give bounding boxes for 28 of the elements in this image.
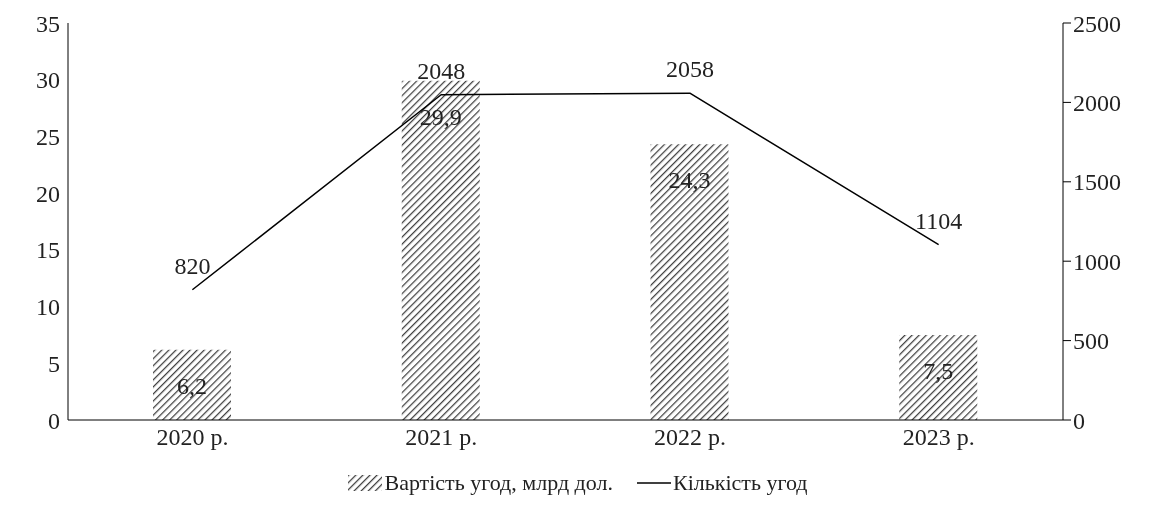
y-tick-label: 10 [36,294,60,321]
y-tick-label: 25 [36,123,60,150]
data-label: 2048 [417,57,466,84]
bar [650,144,729,420]
y-tick-label: 5 [48,350,60,377]
y-tick-label: 15 [36,237,60,264]
x-tick-label: 2022 р. [653,424,726,451]
data-label: 2058 [665,56,714,83]
x-tick-label: 2023 р. [902,424,975,451]
y2-tick-label: 1500 [1073,169,1121,196]
data-label: 820 [174,252,211,279]
y-tick-label: 0 [48,407,60,434]
y-tick-label: 30 [36,67,60,94]
y-tick-label: 20 [36,180,60,207]
data-label: 1104 [915,207,963,234]
bar [153,349,231,420]
bar [401,80,480,420]
legend-label: Кількість угод [672,470,808,496]
x-tick-label: 2020 р. [156,424,229,451]
y2-tick-label: 2500 [1073,10,1121,37]
y2-tick-label: 1000 [1073,248,1121,275]
bar [899,334,978,420]
y2-tick-label: 2000 [1073,89,1121,116]
y2-tick-label: 500 [1073,328,1109,355]
y2-tick-label: 0 [1073,407,1085,434]
legend-label: Вартість угод, млрд дол. [383,470,613,496]
x-tick-label: 2021 р. [405,424,478,451]
y-tick-label: 35 [36,10,60,37]
